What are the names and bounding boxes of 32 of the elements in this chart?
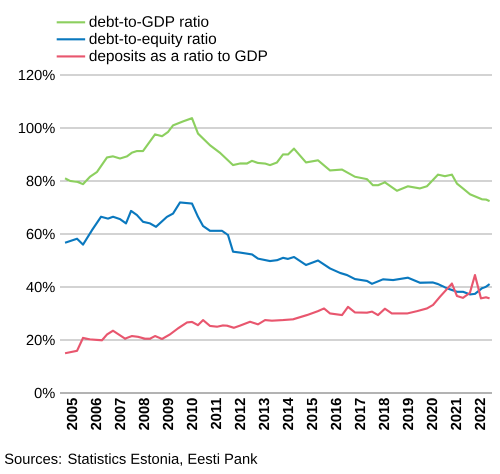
legend-label: debt-to-GDP ratio [90,16,208,27]
y-tick-label: 60% [26,228,55,240]
y-tick-label: 20% [26,334,55,346]
x-tick-label: 2008 [138,398,150,430]
line-series [64,274,491,354]
x-tick-label: 2016 [330,398,342,430]
x-tick-label: 2006 [90,398,102,430]
y-tick-label: 100% [18,122,55,134]
x-tick-label: 2013 [258,398,270,430]
x-tick-label: 2009 [162,398,174,430]
x-tick-label: 2011 [210,398,222,430]
source-note: Sources: Statistics Estonia, Eesti Pank [4,453,258,466]
x-tick-label: 2005 [66,398,78,430]
y-tick-label: 0% [34,388,55,398]
x-tick-label: 2015 [306,398,318,430]
x-tick-label: 2010 [186,398,198,430]
x-tick-label: 2012 [234,398,246,430]
y-tick-label: 80% [26,176,55,186]
x-tick-label: 2020 [426,398,438,430]
x-tick-label: 2007 [114,398,126,430]
y-tick-label: 120% [18,70,55,80]
x-tick-label: 2017 [354,398,366,430]
y-tick-label: 40% [26,282,55,292]
legend-label: deposits as a ratio to GDP [90,50,268,64]
x-tick-label: 2018 [378,398,390,430]
x-tick-label: 2022 [474,398,486,430]
x-tick-label: 2021 [450,398,462,430]
x-tick-label: 2019 [402,398,414,430]
line-series [64,117,491,202]
line-series [64,201,491,296]
legend-label: debt-to-equity ratio [90,32,216,48]
x-tick-label: 2014 [282,398,294,430]
